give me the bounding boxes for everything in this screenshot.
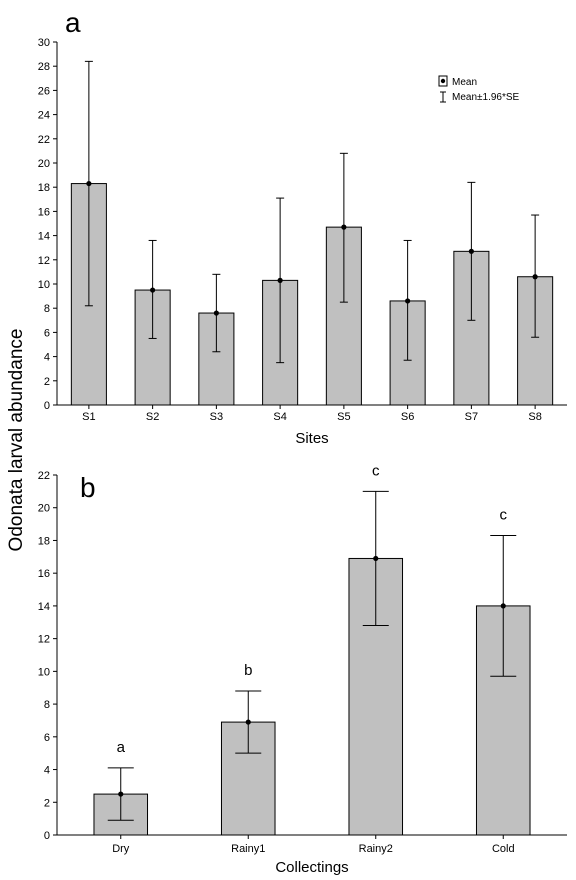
x-tick-label: Dry	[112, 843, 130, 855]
x-tick-label: S5	[337, 411, 350, 423]
y-tick-label: 8	[44, 699, 50, 711]
legend-mean-marker	[440, 78, 446, 84]
y-tick-label: 28	[38, 61, 50, 73]
y-tick-label: 22	[38, 134, 50, 146]
mean-point	[277, 277, 283, 283]
x-tick-label: S4	[273, 411, 286, 423]
y-tick-label: 4	[44, 352, 50, 364]
y-tick-label: 0	[44, 400, 50, 412]
y-tick-label: 0	[44, 830, 50, 842]
y-axis-label: Odonata larval abundance	[6, 329, 27, 552]
y-tick-label: 6	[44, 732, 50, 744]
y-tick-label: 16	[38, 206, 50, 218]
legend-se-label: Mean±1.96*SE	[452, 92, 520, 103]
y-tick-label: 8	[44, 303, 50, 315]
y-tick-label: 18	[38, 182, 50, 194]
panel-b: 0 2 4 6 8 10 12 14 16 18 20 22 Dry a Rainy1 b Rainy2 c Col…	[38, 462, 567, 855]
significance-letter: a	[117, 739, 126, 756]
y-tick-label: 20	[38, 503, 50, 515]
x-tick-label: S3	[210, 411, 223, 423]
y-tick-label: 22	[38, 470, 50, 482]
mean-point	[86, 180, 92, 187]
y-tick-label: 14	[38, 601, 50, 613]
y-tick-label: 12	[38, 634, 50, 646]
mean-point	[213, 310, 219, 316]
panel-a-x-axis-title: Sites	[295, 430, 328, 447]
y-tick-label: 2	[44, 376, 50, 388]
mean-point	[341, 224, 347, 230]
mean-point	[500, 603, 506, 609]
legend: Mean Mean±1.96*SE	[438, 75, 520, 103]
x-tick-label: S1	[82, 411, 95, 423]
y-tick-label: 18	[38, 535, 50, 547]
y-tick-label: 10	[38, 279, 50, 291]
x-tick-label: S8	[528, 411, 541, 423]
significance-letter: c	[372, 462, 380, 479]
y-tick-label: 26	[38, 85, 50, 97]
y-tick-label: 30	[38, 37, 50, 49]
x-tick-label: S7	[465, 411, 478, 423]
mean-point	[150, 287, 156, 293]
mean-point	[373, 555, 379, 562]
y-tick-label: 6	[44, 327, 50, 339]
x-tick-label: Rainy1	[231, 843, 265, 855]
y-tick-label: 20	[38, 158, 50, 170]
y-tick-label: 16	[38, 568, 50, 580]
panel-b-letter: b	[80, 472, 96, 503]
mean-point	[532, 274, 538, 280]
mean-point	[245, 719, 251, 725]
panel-a-letter: a	[65, 7, 81, 38]
y-tick-label: 24	[38, 110, 50, 122]
legend-mean-label: Mean	[452, 77, 477, 88]
x-tick-label: Cold	[492, 843, 515, 855]
x-tick-label: S6	[401, 411, 414, 423]
y-tick-label: 2	[44, 797, 50, 809]
mean-point	[405, 298, 411, 304]
significance-letter: c	[500, 507, 508, 524]
x-tick-label: S2	[146, 411, 159, 423]
y-tick-label: 14	[38, 231, 50, 243]
mean-point	[468, 248, 474, 254]
x-tick-label: Rainy2	[359, 843, 393, 855]
significance-letter: b	[244, 662, 252, 679]
panel-b-x-axis-title: Collectings	[275, 859, 348, 876]
y-tick-label: 10	[38, 666, 50, 678]
y-tick-label: 12	[38, 255, 50, 267]
mean-point	[118, 791, 124, 797]
y-tick-label: 4	[44, 765, 50, 777]
